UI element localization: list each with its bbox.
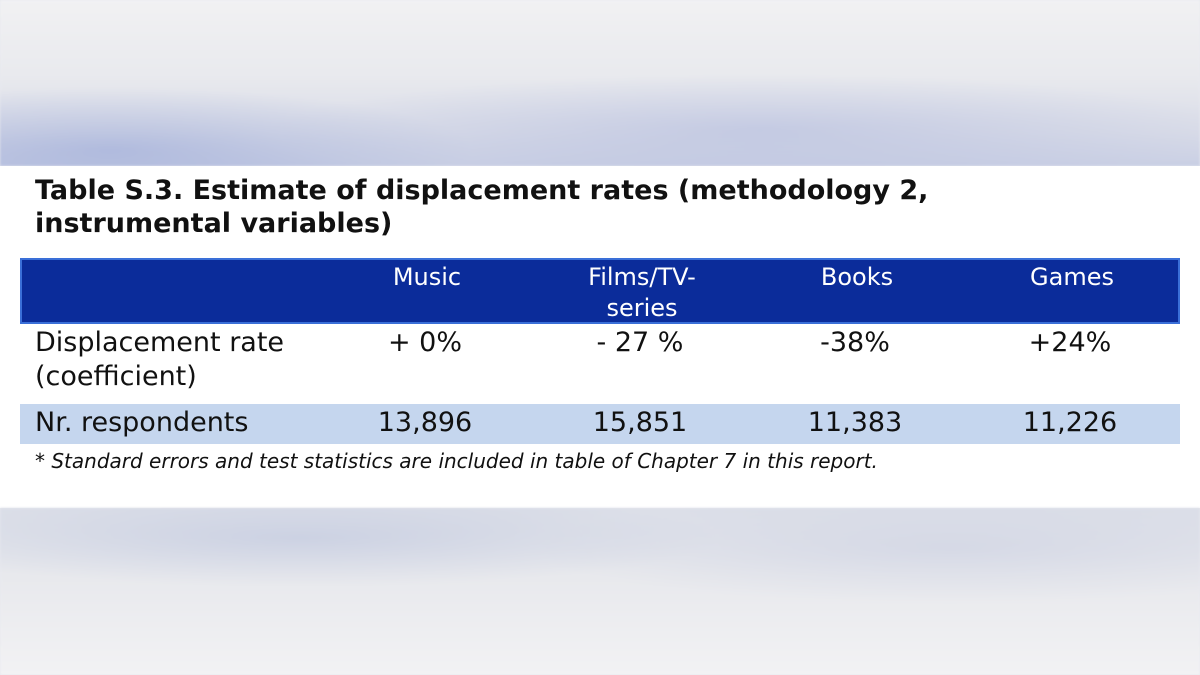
cell-games-respondents: 11,226: [1022, 407, 1118, 438]
cell-music-displacement: + 0%: [387, 327, 463, 358]
column-header-films-tv-series: Films/TV-series: [588, 263, 696, 322]
column-header-music: Music: [392, 263, 462, 291]
cell-music-respondents: 13,896: [377, 407, 473, 438]
blurred-background-top: [0, 0, 1200, 166]
table-title: Table S.3. Estimate of displacement rate…: [35, 175, 929, 239]
blurred-background-bottom: [0, 508, 1200, 675]
column-header-games: Games: [1030, 263, 1114, 291]
cell-books-displacement: -38%: [820, 327, 890, 358]
row-label-respondents: Nr. respondents: [35, 407, 249, 438]
table-footnote: * Standard errors and test statistics ar…: [35, 449, 878, 473]
row-label-displacement-rate: Displacement rate (coefficient): [35, 327, 285, 392]
table-row-displacement-rate: Displacement rate (coefficient) + 0% - 2…: [20, 324, 1180, 402]
table-header-row: Music Films/TV-series Books Games: [20, 258, 1180, 324]
table-row-respondents: Nr. respondents 13,896 15,851 11,383 11,…: [20, 404, 1180, 444]
cell-games-displacement: +24%: [1028, 327, 1112, 358]
cell-films-displacement: - 27 %: [596, 327, 684, 358]
column-header-books: Books: [820, 263, 894, 291]
cell-films-respondents: 15,851: [592, 407, 688, 438]
cell-books-respondents: 11,383: [807, 407, 903, 438]
